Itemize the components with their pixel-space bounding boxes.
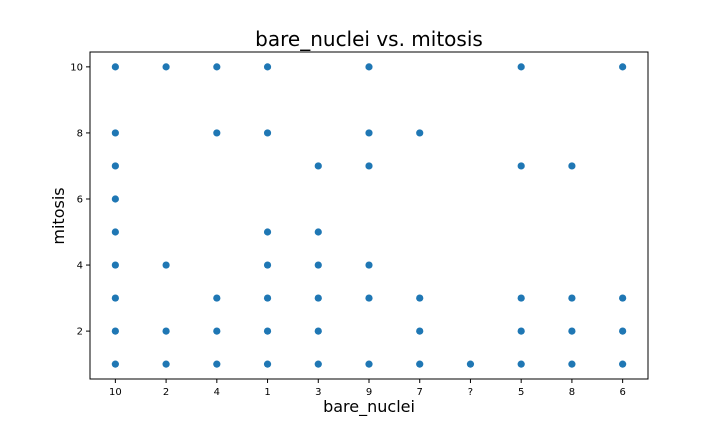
data-point	[517, 162, 525, 170]
x-tick-label: ?	[468, 387, 473, 398]
data-point	[619, 63, 627, 71]
data-point	[365, 261, 373, 269]
data-point	[365, 63, 373, 71]
data-point	[619, 294, 627, 302]
x-tick-label: 3	[315, 387, 321, 398]
data-point	[568, 162, 576, 170]
data-point	[517, 63, 525, 71]
data-point	[365, 129, 373, 137]
data-point	[416, 129, 424, 137]
x-axis: 10 2 4 1 3 9 7? 5 8 6	[109, 379, 626, 398]
x-tick-label: 4	[214, 387, 220, 398]
y-axis: 2 4 6 8 10	[70, 62, 90, 338]
data-point	[619, 360, 627, 368]
y-tick-label: 10	[70, 62, 83, 73]
data-point	[111, 294, 119, 302]
x-tick-label: 10	[109, 387, 122, 398]
chart-title: bare_nuclei vs. mitosis	[255, 27, 483, 51]
data-point	[568, 294, 576, 302]
data-point	[263, 228, 272, 236]
data-point	[162, 261, 170, 269]
x-tick-label: 5	[518, 387, 524, 398]
data-point	[162, 327, 170, 335]
data-point	[517, 360, 525, 368]
data-point	[111, 261, 119, 269]
data-point	[111, 63, 119, 71]
data-point	[416, 294, 424, 302]
data-point	[314, 162, 322, 170]
data-point	[111, 195, 119, 203]
data-point	[314, 294, 322, 302]
data-point	[263, 129, 272, 137]
data-point	[263, 327, 272, 335]
x-tick-label: 2	[163, 387, 169, 398]
data-point	[365, 360, 373, 368]
data-point	[365, 162, 373, 170]
x-tick-label: 9	[366, 387, 372, 398]
y-tick-label: 8	[77, 128, 83, 139]
data-point	[365, 294, 373, 302]
data-point	[416, 327, 424, 335]
data-point	[619, 327, 627, 335]
data-point	[517, 327, 525, 335]
data-point	[314, 261, 322, 269]
data-point	[466, 360, 475, 368]
x-axis-title: bare_nuclei	[323, 397, 415, 417]
x-tick-label: 7	[417, 387, 423, 398]
data-point	[213, 327, 221, 335]
data-point	[213, 63, 221, 71]
x-tick-label: 1	[264, 387, 270, 398]
data-point	[162, 360, 170, 368]
data-point	[263, 294, 272, 302]
y-tick-label: 4	[77, 261, 83, 272]
y-tick-label: 2	[77, 327, 83, 338]
data-point	[111, 360, 119, 368]
data-point	[213, 129, 221, 137]
data-point	[162, 63, 170, 71]
data-point	[111, 129, 119, 137]
data-point	[111, 162, 119, 170]
y-tick-label: 6	[77, 194, 83, 205]
data-point	[416, 360, 424, 368]
data-point	[314, 327, 322, 335]
data-points	[111, 63, 627, 368]
data-point	[111, 228, 119, 236]
data-point	[568, 360, 576, 368]
y-axis-title: mitosis	[49, 187, 68, 244]
data-point	[213, 360, 221, 368]
data-point	[568, 327, 576, 335]
data-point	[314, 228, 322, 236]
x-tick-label: 8	[569, 387, 575, 398]
data-point	[263, 261, 272, 269]
data-point	[213, 294, 221, 302]
data-point	[111, 327, 119, 335]
data-point	[263, 63, 272, 71]
data-point	[314, 360, 322, 368]
data-point	[517, 294, 525, 302]
data-point	[263, 360, 272, 368]
x-tick-label: 6	[619, 387, 625, 398]
